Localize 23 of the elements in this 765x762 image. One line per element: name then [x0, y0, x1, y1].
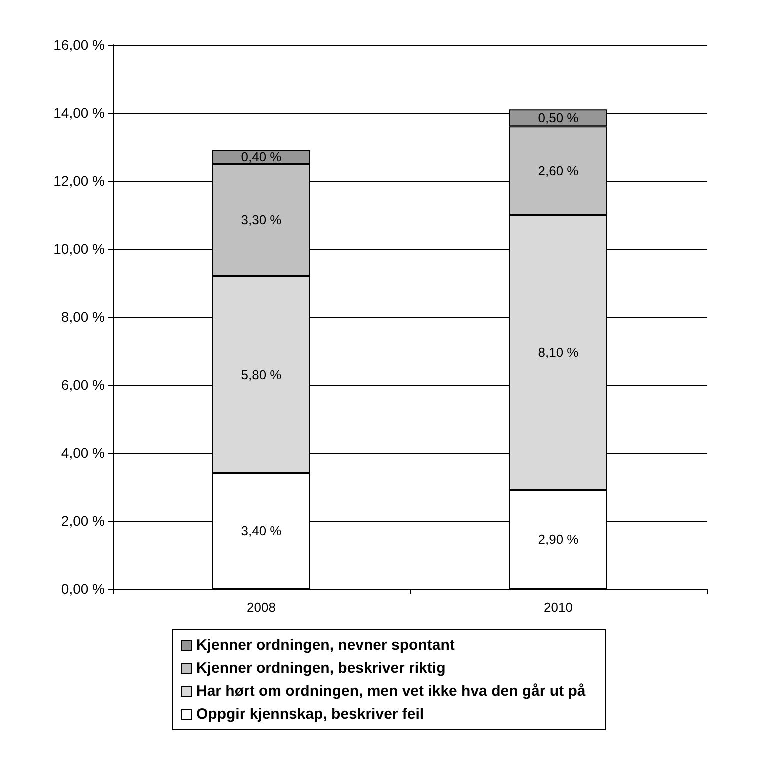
- data-label: 8,10 %: [538, 345, 580, 360]
- legend-label: Kjenner ordningen, beskriver riktig: [196, 660, 446, 677]
- data-label: 3,30 %: [241, 212, 282, 228]
- legend-label: Har hørt om ordningen, men vet ikke hva den går ut på: [196, 683, 586, 700]
- y-tick-label: 6,00 %: [61, 377, 105, 393]
- data-label: 0,40 %: [241, 150, 282, 165]
- x-tick-label: 2008: [247, 600, 276, 615]
- y-tick-label: 14,00 %: [54, 105, 105, 121]
- y-tick-label: 8,00 %: [61, 309, 105, 325]
- x-tick-label: 2010: [544, 600, 573, 615]
- y-tick-label: 16,00 %: [54, 37, 105, 53]
- y-tick-label: 2,00 %: [61, 513, 105, 529]
- y-tick-label: 10,00 %: [54, 241, 105, 257]
- y-tick-label: 4,00 %: [61, 445, 105, 461]
- data-label: 3,40 %: [241, 524, 282, 539]
- data-label: 5,80 %: [241, 367, 282, 382]
- data-label: 2,90 %: [538, 532, 580, 548]
- legend-label: Oppgir kjennskap, beskriver feil: [196, 706, 424, 723]
- legend-label: Kjenner ordningen, nevner spontant: [196, 637, 455, 654]
- data-label: 2,60 %: [538, 163, 580, 178]
- y-tick-label: 12,00 %: [54, 173, 105, 189]
- data-label: 0,50 %: [538, 110, 580, 126]
- y-tick-label: 0,00 %: [61, 581, 105, 597]
